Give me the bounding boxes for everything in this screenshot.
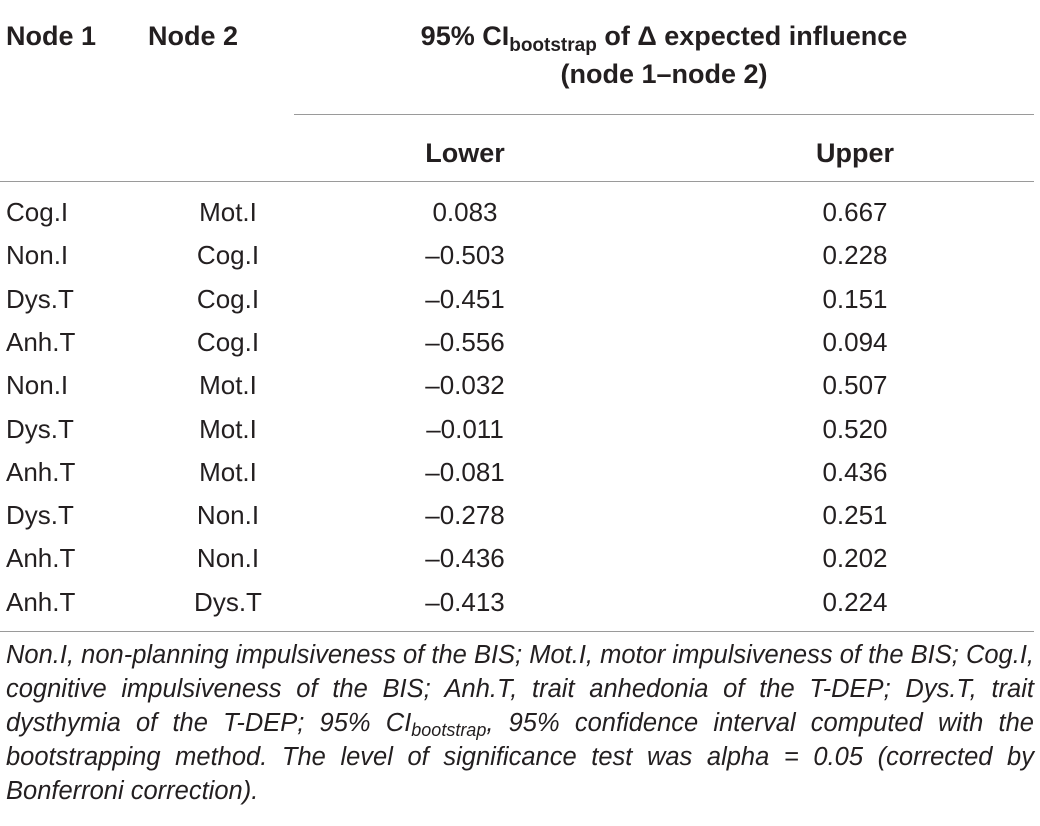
row-lower: –0.081 xyxy=(425,456,505,487)
header-bottom-rule xyxy=(0,181,1034,182)
row-node2: Cog.I xyxy=(196,240,260,271)
footnote-subscript: bootstrap xyxy=(411,720,487,740)
header-upper: Upper xyxy=(815,138,894,168)
row-node1: Non.I xyxy=(6,370,69,401)
row-node1: Cog.I xyxy=(6,197,69,227)
row-node2: Non.I xyxy=(196,543,260,574)
table-footnote: Non.I, non-planning impulsiveness of the… xyxy=(6,638,1034,808)
header-ci-subscript: bootstrap xyxy=(509,35,597,56)
row-upper: 0.436 xyxy=(822,456,888,487)
table-bottom-rule xyxy=(0,631,1034,632)
row-lower: –0.278 xyxy=(425,500,505,531)
row-upper: 0.224 xyxy=(822,586,888,617)
header-lower: Lower xyxy=(425,138,505,168)
row-lower: –0.436 xyxy=(425,543,505,574)
header-node2: Node 2 xyxy=(148,21,239,51)
header-ci-suffix: of Δ expected influence xyxy=(596,21,908,51)
header-ci-prefix: 95% CI xyxy=(420,21,510,51)
row-node1: Anh.T xyxy=(6,456,76,487)
row-node1: Dys.T xyxy=(6,283,74,314)
row-lower: –0.413 xyxy=(425,586,505,617)
row-node2: Mot.I xyxy=(199,197,257,227)
row-lower: –0.556 xyxy=(425,326,505,357)
row-node2: Mot.I xyxy=(199,456,257,487)
row-upper: 0.667 xyxy=(822,197,888,227)
row-lower: 0.083 xyxy=(432,197,498,227)
row-node1: Non.I xyxy=(6,240,69,271)
row-node2: Dys.T xyxy=(194,586,262,617)
row-lower: –0.032 xyxy=(425,370,505,401)
row-upper: 0.094 xyxy=(822,326,888,357)
row-upper: 0.520 xyxy=(822,413,888,444)
row-lower: –0.503 xyxy=(425,240,505,271)
header-node1: Node 1 xyxy=(6,21,97,51)
row-node1: Anh.T xyxy=(6,586,76,617)
row-node2: Mot.I xyxy=(199,370,257,401)
row-node1: Dys.T xyxy=(6,413,74,444)
row-node1: Dys.T xyxy=(6,500,74,531)
row-lower: –0.011 xyxy=(426,413,504,444)
row-upper: 0.202 xyxy=(822,543,888,574)
header-ci-line2: (node 1–node 2) xyxy=(560,59,768,89)
row-upper: 0.151 xyxy=(822,283,888,314)
row-lower: –0.451 xyxy=(425,283,505,314)
row-node1: Anh.T xyxy=(6,326,76,357)
row-node2: Non.I xyxy=(196,500,260,531)
row-node1: Anh.T xyxy=(6,543,76,574)
header-subrule xyxy=(294,114,1034,115)
footnote-text-2: , 95% confidence interval computed with … xyxy=(6,709,1034,805)
row-node2: Mot.I xyxy=(199,413,257,444)
footnote-text-1: Non.I, non-planning impulsiveness of the… xyxy=(6,641,1034,737)
row-upper: 0.251 xyxy=(822,500,888,531)
header-ci-line1: 95% CIbootstrap of Δ expected influence xyxy=(300,19,1028,56)
row-upper: 0.228 xyxy=(822,240,888,271)
row-upper: 0.507 xyxy=(822,370,888,401)
row-node2: Cog.I xyxy=(196,283,260,314)
row-node2: Cog.I xyxy=(196,326,260,357)
